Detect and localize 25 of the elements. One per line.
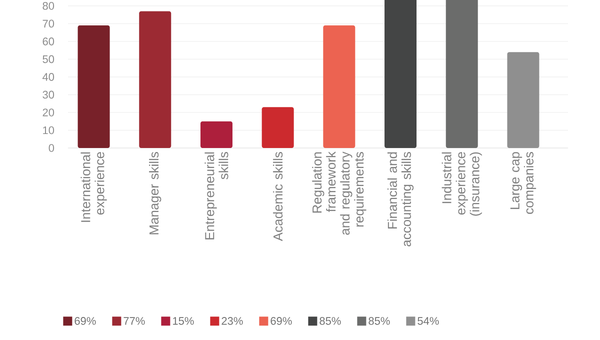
- legend-label: 85%: [368, 317, 390, 325]
- legend-label: 69%: [74, 317, 96, 325]
- x-tick-label: Regulation framework and regulatory requirements: [312, 152, 366, 235]
- y-tick-label: 80: [42, 2, 54, 10]
- y-tick-label: 10: [43, 126, 54, 134]
- x-tick-label: Entrepreneurial skills: [204, 152, 228, 240]
- legend-label: 77%: [124, 317, 145, 325]
- legend-label: 54%: [418, 317, 439, 325]
- y-tick-label: 20: [42, 108, 54, 116]
- legend-label: 69%: [270, 317, 292, 325]
- legend-label: 23%: [222, 317, 243, 325]
- legend-label: 85%: [320, 317, 341, 325]
- x-tick-label: International experience: [80, 152, 107, 222]
- legend-label: 15%: [173, 317, 194, 325]
- x-tick-label: Industrial experience (insurance): [442, 152, 482, 216]
- y-tick-label: 70: [42, 20, 54, 28]
- y-tick-label: 50: [42, 55, 54, 64]
- x-tick-label: Large cap companies: [510, 152, 536, 214]
- y-tick-label: 40: [42, 73, 54, 81]
- x-tick-label: Financial and accounting skills: [387, 152, 414, 246]
- x-tick-label: Academic skills: [273, 152, 283, 242]
- y-tick-label: 30: [42, 90, 54, 99]
- x-tick-label: Manager skills: [149, 152, 162, 234]
- y-tick-label: 0: [48, 144, 54, 152]
- y-tick-label: 60: [42, 38, 54, 46]
